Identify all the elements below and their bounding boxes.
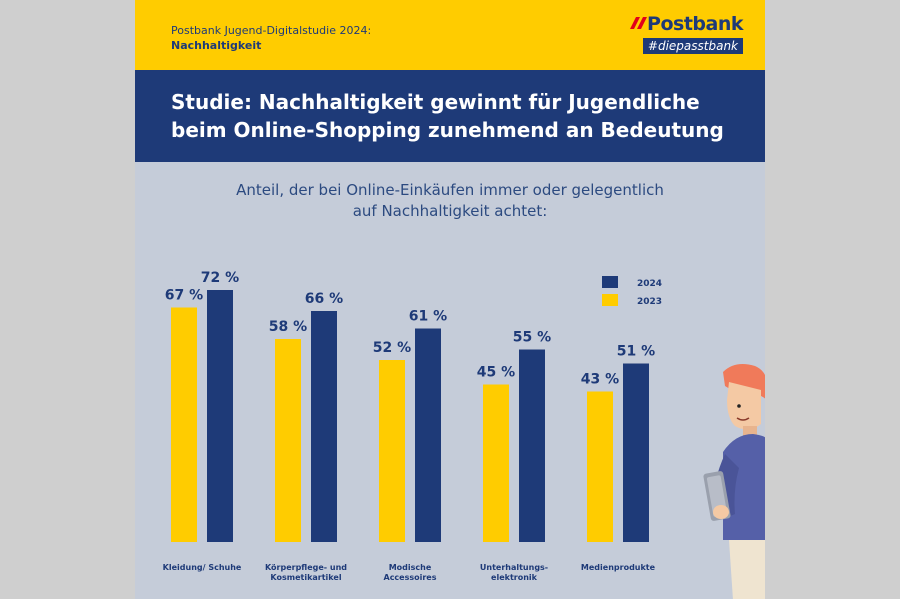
- postbank-mark-icon: [630, 17, 647, 29]
- category-label-3-1: elektronik: [491, 573, 538, 582]
- legend-swatch-2023: [602, 294, 618, 306]
- category-label-2-1: Accessoires: [384, 573, 437, 582]
- top-bar: Postbank Jugend-Digitalstudie 2024: Nach…: [135, 0, 765, 70]
- category-label-3-0: Unterhaltungs-: [480, 563, 548, 572]
- data-label-2024-2: 61 %: [409, 309, 447, 325]
- category-label-0-0: Kleidung/ Schuhe: [163, 563, 242, 572]
- category-label-1-1: Kosmetikartikel: [270, 573, 341, 582]
- legend-label-2024: 2024: [637, 279, 662, 289]
- bar-2023-2: [379, 360, 405, 542]
- category-label-4-0: Medienprodukte: [581, 563, 656, 572]
- headline-band: Studie: Nachhaltigkeit gewinnt für Jugen…: [135, 70, 765, 162]
- bar-chart: 67 % 72 % Kleidung/ Schuhe 58 % 66 % Körperpf…: [163, 270, 662, 582]
- data-label-2023-0: 67 %: [165, 288, 203, 304]
- infographic-card: Postbank Jugend-Digitalstudie 2024: Nach…: [135, 0, 765, 599]
- bar-2023-0: [171, 307, 197, 542]
- legend-label-2023: 2023: [637, 297, 662, 307]
- brand-tagline: #diepasstbank: [642, 38, 743, 54]
- bar-2023-1: [275, 339, 301, 542]
- brand-name: Postbank: [647, 13, 743, 35]
- legend-swatch-2024: [602, 276, 618, 288]
- chart-legend: 2024 2023: [602, 276, 662, 307]
- data-label-2024-3: 55 %: [513, 330, 551, 346]
- bar-2024-1: [311, 311, 337, 542]
- headline-line-1: Studie: Nachhaltigkeit gewinnt für Jugen…: [171, 90, 700, 114]
- headline-line-2: beim Online-Shopping zunehmend an Bedeut…: [171, 118, 724, 142]
- bar-2023-4: [587, 391, 613, 542]
- bar-2024-4: [623, 363, 649, 542]
- category-label-2-0: Modische: [389, 563, 432, 572]
- postbank-logo: Postbank #diepasstbank: [628, 12, 743, 60]
- data-label-2023-3: 45 %: [477, 365, 515, 381]
- data-label-2024-4: 51 %: [617, 344, 655, 360]
- bar-2023-3: [483, 384, 509, 542]
- data-label-2024-0: 72 %: [201, 270, 239, 286]
- bar-2024-0: [207, 290, 233, 542]
- category-label-1-0: Körperpflege- und: [265, 563, 347, 572]
- study-title: Postbank Jugend-Digitalstudie 2024:: [171, 24, 372, 37]
- teen-with-phone-illustration: [703, 364, 765, 599]
- data-label-2023-2: 52 %: [373, 340, 411, 356]
- study-topic: Nachhaltigkeit: [171, 39, 262, 52]
- data-label-2024-1: 66 %: [305, 291, 343, 307]
- chart-subtitle-line-1: Anteil, der bei Online-Einkäufen immer o…: [236, 181, 664, 199]
- data-label-2023-4: 43 %: [581, 372, 619, 388]
- chart-subtitle-line-2: auf Nachhaltigkeit achtet:: [352, 202, 548, 220]
- data-label-2023-1: 58 %: [269, 319, 307, 335]
- bar-2024-3: [519, 349, 545, 542]
- bar-group: 67 % 72 % Kleidung/ Schuhe 58 % 66 % Körperpf…: [163, 270, 656, 582]
- bar-2024-2: [415, 328, 441, 542]
